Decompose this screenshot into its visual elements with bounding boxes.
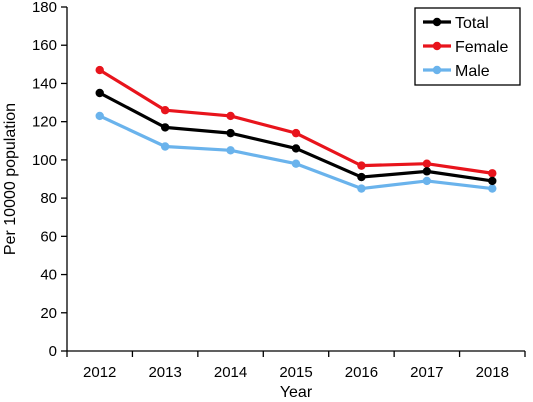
legend-item-male: Male bbox=[423, 63, 490, 80]
legend-label: Total bbox=[455, 15, 489, 32]
data-point bbox=[357, 161, 366, 170]
series-male bbox=[95, 111, 497, 193]
data-point bbox=[226, 128, 235, 138]
legend-swatch-marker bbox=[432, 41, 442, 51]
data-point bbox=[357, 184, 366, 193]
x-tick-label: 2016 bbox=[345, 364, 378, 381]
x-tick-label: 2013 bbox=[148, 364, 181, 381]
data-point bbox=[226, 111, 235, 121]
axes bbox=[66, 7, 525, 352]
data-point bbox=[488, 176, 497, 186]
legend: Total Female Male bbox=[414, 7, 521, 86]
x-tick-label: 2018 bbox=[476, 364, 509, 381]
y-tick-label: 120 bbox=[32, 114, 57, 131]
data-point bbox=[488, 169, 497, 178]
y-axis-title: Per 10000 population bbox=[2, 103, 19, 255]
x-tick-label: 2015 bbox=[279, 364, 312, 381]
y-tick-label: 20 bbox=[40, 305, 57, 322]
x-tick-label: 2017 bbox=[410, 364, 443, 381]
data-point bbox=[422, 176, 432, 186]
legend-swatch-marker bbox=[432, 65, 442, 75]
y-tick-label: 160 bbox=[32, 37, 57, 54]
y-tick-label: 80 bbox=[40, 190, 57, 207]
y-tick-label: 180 bbox=[32, 0, 57, 16]
y-axis-ticks: 0 20 40 60 80 100 120 140 160 180 bbox=[32, 0, 67, 360]
legend-item-female: Female bbox=[423, 39, 508, 56]
data-point bbox=[226, 146, 235, 155]
data-point bbox=[95, 88, 104, 98]
data-point bbox=[291, 128, 301, 138]
y-tick-label: 140 bbox=[32, 75, 57, 92]
data-point bbox=[291, 159, 301, 168]
x-tick-label: 2014 bbox=[214, 364, 247, 381]
data-point bbox=[422, 167, 432, 176]
series-total bbox=[95, 88, 497, 186]
data-point bbox=[160, 123, 170, 132]
y-tick-label: 0 bbox=[49, 343, 57, 360]
data-point bbox=[160, 142, 170, 151]
data-point bbox=[291, 144, 301, 153]
legend-label: Female bbox=[455, 39, 508, 56]
legend-swatch-marker bbox=[432, 17, 442, 27]
data-point bbox=[422, 159, 432, 168]
legend-item-total: Total bbox=[423, 15, 489, 32]
data-point bbox=[160, 106, 170, 115]
x-tick-label: 2012 bbox=[83, 364, 116, 381]
legend-label: Male bbox=[455, 63, 490, 80]
data-point bbox=[357, 172, 366, 182]
x-axis-title: Year bbox=[280, 384, 313, 401]
series-female bbox=[95, 65, 497, 178]
x-axis-ticks: 2012 2013 2014 2015 2016 2017 2018 bbox=[66, 351, 526, 381]
y-tick-label: 100 bbox=[32, 152, 57, 169]
series-layer bbox=[95, 65, 497, 193]
data-point bbox=[95, 65, 104, 75]
y-tick-label: 40 bbox=[40, 267, 57, 284]
data-point bbox=[488, 184, 497, 193]
data-point bbox=[95, 111, 104, 121]
y-tick-label: 60 bbox=[40, 228, 57, 245]
